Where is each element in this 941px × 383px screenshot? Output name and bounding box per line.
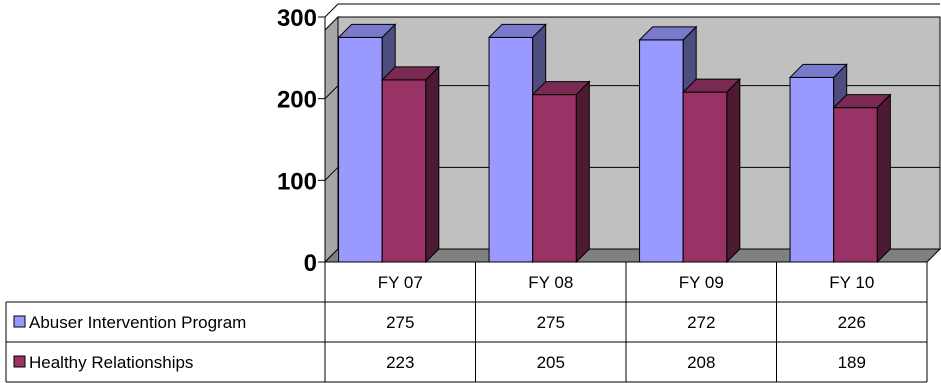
table-value: 275: [537, 313, 565, 332]
bar-front: [488, 36, 534, 263]
bar: [380, 65, 441, 264]
bar-side: [575, 80, 590, 264]
bar-front: [833, 107, 878, 263]
series-name: Abuser Intervention Program: [29, 313, 246, 332]
bar: [681, 77, 742, 264]
side-wall: [324, 15, 339, 264]
table-category-label: FY 08: [528, 273, 573, 292]
gridline: [324, 3, 940, 18]
y-tick-label: 300: [277, 5, 317, 32]
table-value: 223: [386, 353, 414, 372]
bar-front: [789, 76, 835, 263]
table-value: 205: [537, 353, 565, 372]
table-value: 272: [687, 313, 715, 332]
y-axis: 0 100 200 300: [277, 5, 326, 277]
table-value: 226: [838, 313, 866, 332]
bar-front: [381, 79, 427, 263]
bar-front: [639, 39, 684, 263]
table-value: 275: [386, 313, 414, 332]
bar-side: [876, 93, 891, 264]
data-table: FY 07 FY 08 FY 09 FY 10 Abuser Intervention …: [5, 261, 928, 383]
bar: [832, 93, 892, 264]
table-category-label: FY 09: [679, 273, 724, 292]
y-tick-label: 100: [277, 168, 317, 195]
bar-front: [338, 36, 383, 263]
table-category-label: FY 07: [378, 273, 423, 292]
legend-swatch: [13, 315, 26, 328]
bar-side: [425, 65, 440, 264]
table-value: 208: [687, 353, 715, 372]
legend-swatch: [13, 355, 26, 368]
bar-front: [532, 94, 577, 263]
bar: [531, 80, 591, 264]
series-name: Healthy Relationships: [29, 353, 193, 372]
table-value: 189: [838, 353, 866, 372]
bar-front: [682, 91, 728, 263]
bar-side: [726, 77, 741, 264]
y-tick-label: 200: [277, 87, 317, 114]
y-tick-label: 0: [304, 250, 317, 277]
bars: [337, 23, 892, 264]
table-category-label: FY 10: [829, 273, 874, 292]
